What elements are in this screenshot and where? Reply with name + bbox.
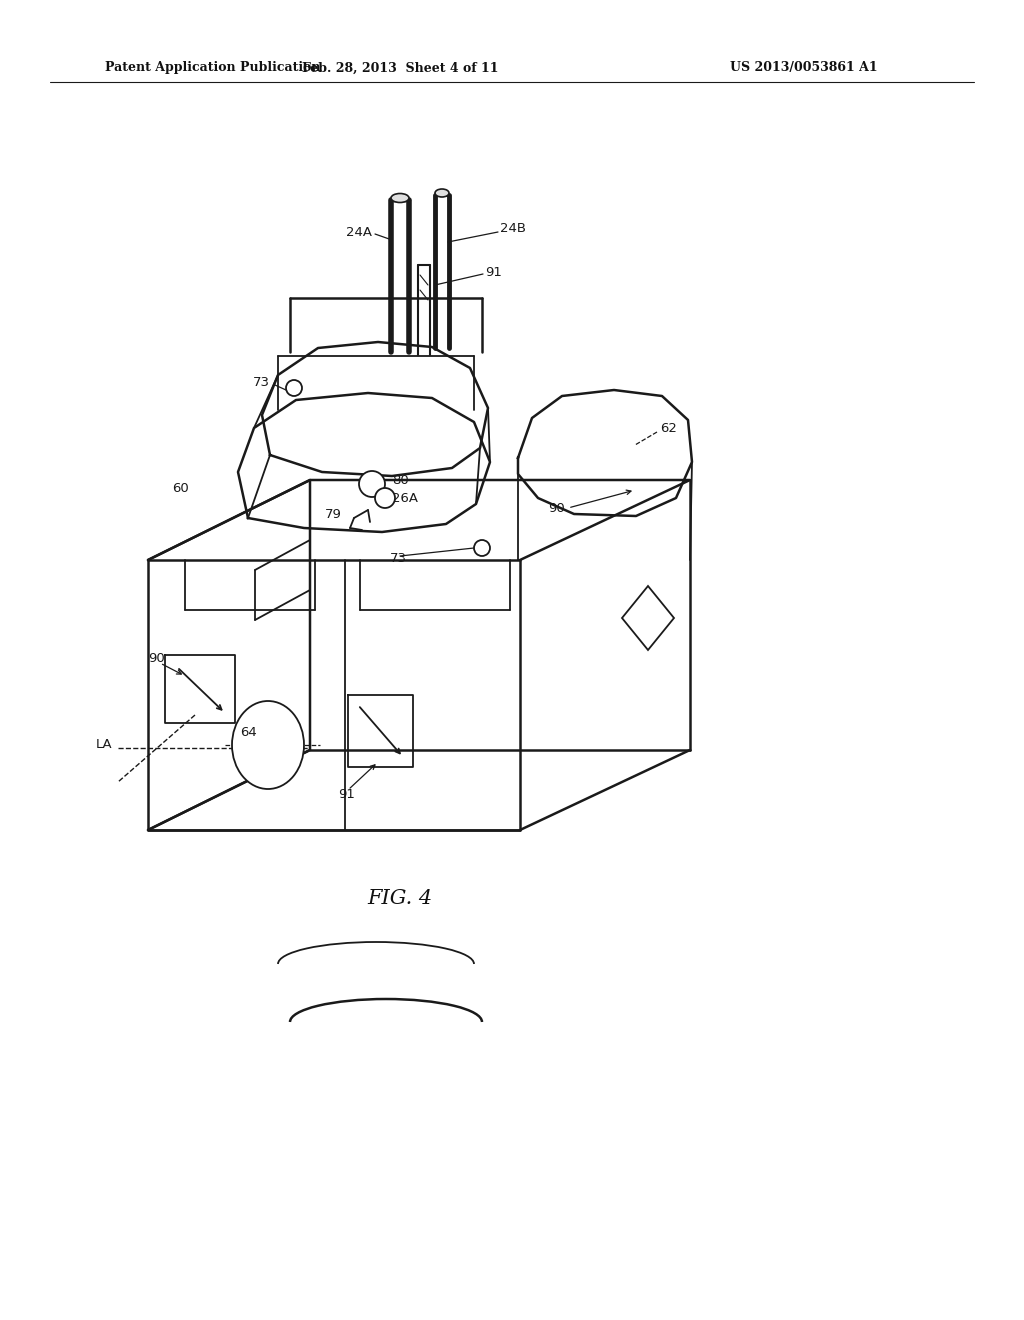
- Text: 62: 62: [660, 421, 677, 434]
- Ellipse shape: [232, 701, 304, 789]
- Text: Patent Application Publication: Patent Application Publication: [105, 62, 321, 74]
- Circle shape: [474, 540, 490, 556]
- Text: LA: LA: [95, 738, 112, 751]
- Text: 90: 90: [148, 652, 165, 664]
- Text: 91: 91: [485, 265, 502, 279]
- Text: 64: 64: [240, 726, 257, 738]
- Text: 80: 80: [392, 474, 409, 487]
- Text: 91: 91: [338, 788, 355, 801]
- Text: 79: 79: [326, 508, 342, 521]
- Polygon shape: [622, 586, 674, 649]
- Text: FIG. 4: FIG. 4: [368, 888, 432, 908]
- Text: 24B: 24B: [500, 222, 526, 235]
- Text: US 2013/0053861 A1: US 2013/0053861 A1: [730, 62, 878, 74]
- Text: 90: 90: [548, 502, 565, 515]
- Ellipse shape: [391, 194, 409, 202]
- Text: 73: 73: [253, 376, 270, 389]
- Circle shape: [375, 488, 395, 508]
- Text: 60: 60: [172, 482, 188, 495]
- Text: 24A: 24A: [346, 226, 372, 239]
- Text: Feb. 28, 2013  Sheet 4 of 11: Feb. 28, 2013 Sheet 4 of 11: [302, 62, 499, 74]
- Text: 73: 73: [390, 552, 407, 565]
- Text: 26A: 26A: [392, 491, 418, 504]
- Circle shape: [286, 380, 302, 396]
- Circle shape: [359, 471, 385, 498]
- Ellipse shape: [435, 189, 449, 197]
